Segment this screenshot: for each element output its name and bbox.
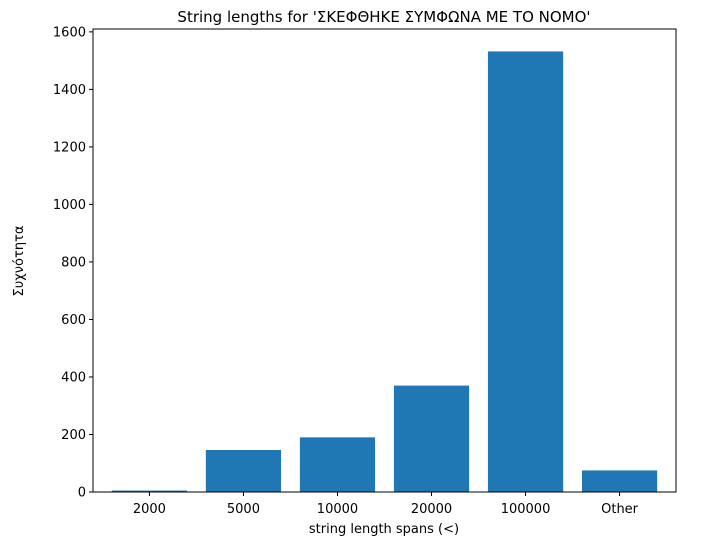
y-tick-label: 0 xyxy=(78,486,86,501)
y-axis-ticks: 0 200 400 600 800 1000 1200 1400 1600 xyxy=(53,25,93,501)
x-tick-label: Other xyxy=(601,502,639,517)
x-axis-label: string length spans (<) xyxy=(309,522,459,537)
x-tick-label: 100000 xyxy=(501,502,551,517)
bars-group xyxy=(111,51,658,492)
y-tick-label: 1600 xyxy=(53,25,86,40)
y-tick-label: 800 xyxy=(61,255,86,270)
y-tick-label: 1200 xyxy=(53,140,86,155)
plot-frame xyxy=(92,28,677,493)
y-tick-label: 1400 xyxy=(53,83,86,98)
bar-10000 xyxy=(299,437,376,492)
bar-5000 xyxy=(205,450,282,492)
y-tick-label: 400 xyxy=(61,370,86,385)
y-axis-label: Συχνότητα xyxy=(12,226,27,297)
chart-title: String lengths for 'ΣΚΕΦΘΗΚΕ ΣΥΜΦΩΝΑ ΜΕ … xyxy=(177,8,590,26)
x-tick-label: 2000 xyxy=(133,502,166,517)
x-tick-label: 10000 xyxy=(317,502,358,517)
y-tick-label: 200 xyxy=(61,428,86,443)
x-tick-label: 20000 xyxy=(411,502,452,517)
y-tick-label: 1000 xyxy=(53,198,86,213)
bar-other xyxy=(581,470,658,492)
x-tick-label: 5000 xyxy=(227,502,260,517)
x-axis-ticks: 2000 5000 10000 20000 100000 Other xyxy=(133,492,639,517)
bar-100000 xyxy=(487,51,564,492)
bar-20000 xyxy=(393,385,470,492)
bar-2000 xyxy=(111,490,188,492)
y-tick-label: 600 xyxy=(61,313,86,328)
